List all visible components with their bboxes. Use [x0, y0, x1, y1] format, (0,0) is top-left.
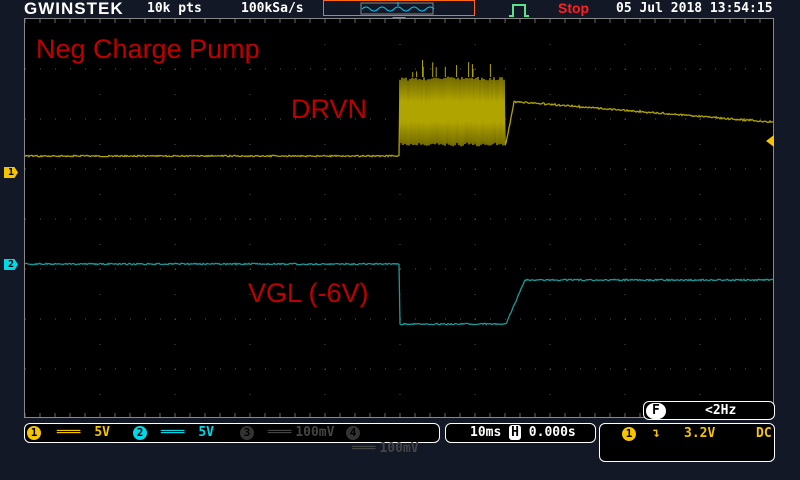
horizontal-position: 0.000s: [529, 425, 576, 440]
annotation-ch2: VGL (-6V): [248, 278, 369, 309]
record-length: 10k pts: [147, 0, 202, 18]
memory-overview[interactable]: [323, 0, 475, 16]
ch2-settings[interactable]: 2 ═══ 5V: [133, 425, 233, 441]
trigger-level-marker-icon[interactable]: [766, 135, 775, 147]
ch3-scale: 100mV: [295, 425, 334, 440]
trigger-pulse-icon: [508, 3, 530, 17]
trigger-level: 3.2V: [684, 426, 715, 442]
ch1-icon: 1: [27, 426, 41, 440]
annotation-title: Neg Charge Pump: [36, 34, 260, 65]
waveform-display[interactable]: [24, 18, 774, 418]
ch2-trace: [25, 263, 773, 324]
ch3-settings[interactable]: 3 ═══ 100mV: [240, 425, 340, 441]
waveform-overview-icon: [324, 2, 474, 16]
ch4-settings[interactable]: 4 ═══ 100mV: [346, 425, 440, 457]
datetime: 05 Jul 2018 13:54:15: [616, 0, 773, 18]
ch1-scale: 5V: [94, 425, 110, 440]
trigger-source-icon: 1: [622, 427, 636, 441]
ch2-icon: 2: [133, 426, 147, 440]
falling-edge-icon: ↴: [652, 426, 660, 442]
waveform-plot: [25, 19, 773, 417]
ch1-trace: [25, 77, 773, 157]
trigger-frequency: F <2Hz: [643, 401, 775, 420]
brand-logo: GWINSTEK: [24, 0, 124, 18]
trigger-coupling: DC: [756, 426, 772, 442]
sample-rate: 100kSa/s: [241, 0, 304, 18]
frequency-icon: F: [646, 403, 666, 419]
ch3-icon: 3: [240, 426, 254, 440]
annotation-ch1: DRVN: [291, 94, 367, 125]
trigger-settings[interactable]: 1 ↴ 3.2V DC: [599, 423, 775, 462]
ch4-icon: 4: [346, 426, 360, 440]
timebase-settings[interactable]: 10ms H 0.000s: [445, 423, 596, 443]
timebase-scale: 10ms: [470, 425, 501, 440]
ch1-ground-marker[interactable]: 1: [4, 167, 18, 178]
ch2-scale: 5V: [198, 425, 214, 440]
run-stop-status[interactable]: Stop: [558, 0, 589, 18]
horizontal-position-icon: H: [509, 425, 521, 440]
frequency-value: <2Hz: [705, 403, 736, 419]
ch4-scale: 100mV: [379, 441, 418, 456]
ch1-settings[interactable]: 1 ═══ 5V: [27, 425, 127, 441]
ch2-ground-marker[interactable]: 2: [4, 259, 18, 270]
